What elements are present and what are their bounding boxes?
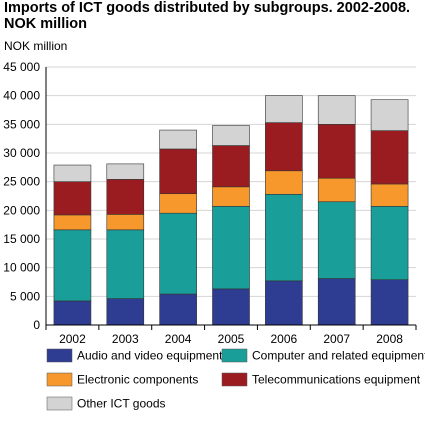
bar-segment <box>317 177 356 203</box>
legend-label: Computer and related equipment <box>252 349 425 363</box>
bar-segment <box>53 300 92 326</box>
x-tick-label: 2006 <box>271 332 298 346</box>
x-tick-label: 2004 <box>165 332 192 346</box>
bar-segment <box>212 206 250 290</box>
y-tick-label: 0 <box>33 318 40 332</box>
bar-segment <box>370 206 409 281</box>
y-tick-label: 25 000 <box>3 175 40 189</box>
chart-title: Imports of ICT goods distributed by subg… <box>4 0 411 32</box>
bar-segment <box>212 125 250 146</box>
y-tick-label: 15 000 <box>3 232 40 246</box>
x-tick-label: 2008 <box>376 332 403 346</box>
y-tick-label: 10 000 <box>3 261 40 275</box>
y-tick-label: 5 000 <box>10 289 40 303</box>
bar-segment <box>370 99 409 131</box>
bar-segment <box>317 124 356 179</box>
bar-segment <box>159 129 197 150</box>
bar-segment <box>265 170 303 195</box>
bar-segment <box>106 229 145 299</box>
y-tick-label: 30 000 <box>3 146 40 160</box>
bar-segment <box>53 164 92 182</box>
bar-segment <box>265 280 303 326</box>
bar-segment <box>370 130 409 185</box>
bar-segment <box>53 229 92 302</box>
legend-swatch <box>221 372 248 387</box>
y-tick-label: 20 000 <box>3 203 40 217</box>
y-axis-unit-label: NOK million <box>4 39 67 53</box>
x-tick-label: 2005 <box>218 332 245 346</box>
legend-swatch <box>46 372 73 387</box>
bar-segment <box>212 288 250 326</box>
bar-segment <box>106 298 145 326</box>
legend-swatch <box>46 348 73 363</box>
bar-segment <box>106 179 145 215</box>
bar-segment <box>317 95 356 125</box>
bar-segment <box>106 163 145 180</box>
bar-segment <box>265 95 303 123</box>
legend-label: Audio and video equipment <box>77 349 223 363</box>
legend-label: Other ICT goods <box>77 397 166 411</box>
y-tick-label: 35 000 <box>3 117 40 131</box>
legend-label: Electronic components <box>77 373 198 387</box>
y-tick-label: 45 000 <box>3 60 40 74</box>
bar-segment <box>53 214 92 231</box>
bar-segment <box>370 279 409 326</box>
bar-segment <box>159 212 197 295</box>
bar-segment <box>265 122 303 172</box>
legend-swatch <box>46 396 73 411</box>
x-tick-label: 2007 <box>323 332 350 346</box>
bar-segment <box>159 293 197 326</box>
legend-swatch <box>221 348 248 363</box>
bar-segment <box>370 183 409 207</box>
bar-segment <box>317 201 356 279</box>
bar-segment <box>212 186 250 207</box>
bar-segment <box>159 193 197 214</box>
bar-segment <box>265 193 303 282</box>
x-tick-label: 2003 <box>112 332 139 346</box>
bar-segment <box>53 181 92 216</box>
bar-segment <box>317 278 356 326</box>
bar-segment <box>159 148 197 195</box>
x-tick-label: 2002 <box>59 332 86 346</box>
bar-segment <box>212 145 250 188</box>
y-tick-label: 40 000 <box>3 89 40 103</box>
legend-label: Telecommunications equipment <box>252 373 421 387</box>
bar-segment <box>106 214 145 231</box>
